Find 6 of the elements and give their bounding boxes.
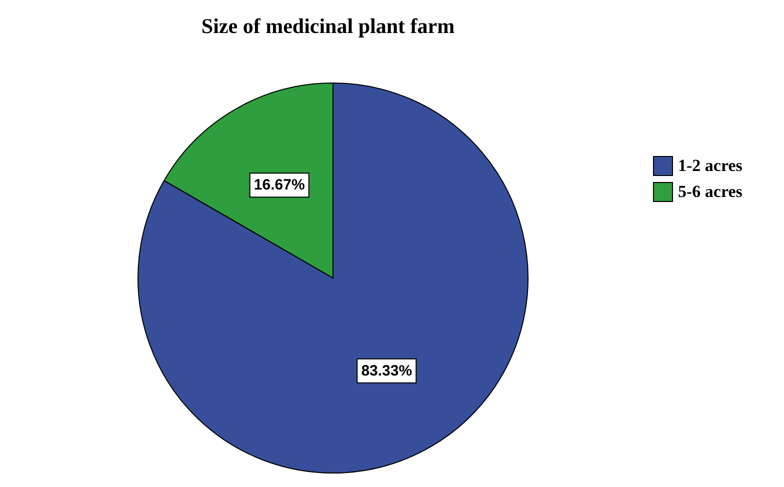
chart-title: Size of medicinal plant farm	[200, 14, 456, 39]
data-label: 16.67%	[254, 176, 305, 194]
data-label: 83.33%	[361, 362, 412, 380]
legend-label: 1-2 acres	[678, 156, 742, 176]
legend-label: 5-6 acres	[678, 182, 742, 202]
pie-slice	[138, 82, 528, 474]
